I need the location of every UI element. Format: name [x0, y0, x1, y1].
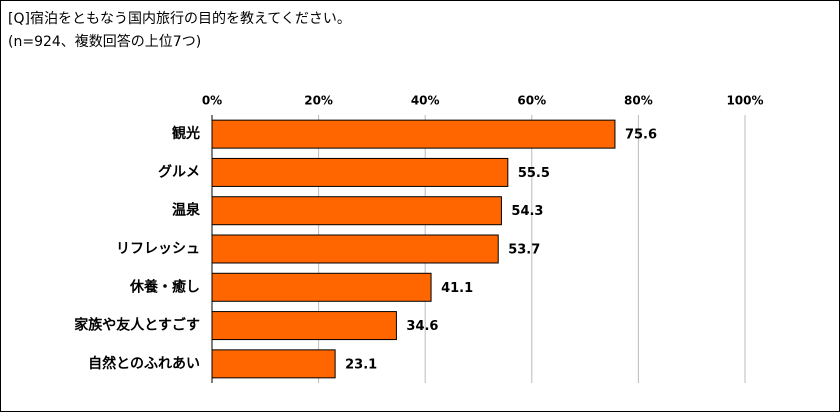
y-tick-label: 家族や友人とすごす [74, 317, 200, 334]
bar [211, 196, 502, 226]
x-tick-label: 80% [624, 94, 653, 108]
value-label: 54.3 [511, 204, 543, 219]
y-tick-label: リフレッシュ [116, 241, 200, 257]
x-tick-label: 0% [202, 94, 222, 108]
value-label: 55.5 [518, 166, 550, 181]
value-label: 53.7 [508, 243, 540, 258]
bar [211, 234, 499, 264]
y-tick-label: 自然とのふれあい [88, 355, 200, 372]
bar [211, 157, 509, 187]
x-tick-label: 100% [726, 94, 763, 108]
x-tick-label: 60% [517, 94, 546, 108]
bar [211, 272, 432, 302]
y-tick-label: 温泉 [172, 202, 201, 219]
value-label: 41.1 [441, 281, 473, 296]
value-label: 23.1 [345, 357, 377, 372]
chart-subtitle: (n=924、複数回答の上位7つ) [8, 33, 201, 50]
value-label: 75.6 [625, 128, 657, 143]
bar [211, 311, 397, 341]
y-tick-label: グルメ [158, 163, 200, 180]
chart-title: [Q]宿泊をともなう国内旅行の目的を教えてください。 [8, 10, 351, 27]
y-tick-label: 休養・癒し [129, 278, 200, 295]
y-tick-label: 観光 [172, 125, 200, 142]
x-tick-label: 20% [304, 94, 333, 108]
x-tick-label: 40% [411, 94, 440, 108]
bar [211, 119, 616, 149]
bar [211, 349, 336, 379]
value-label: 34.6 [406, 319, 438, 334]
